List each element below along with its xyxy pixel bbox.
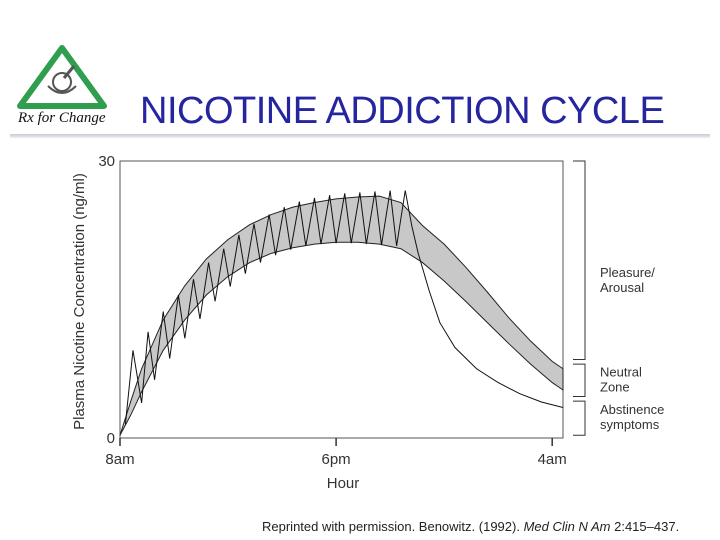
decay-line bbox=[404, 190, 564, 409]
bracket-2 bbox=[573, 400, 586, 436]
smoking-sawtooth-line bbox=[132, 190, 406, 403]
title-divider bbox=[10, 134, 710, 138]
citation-suffix: 2:415–437. bbox=[610, 519, 680, 534]
x-tick-label-6pm: 6pm bbox=[322, 451, 351, 468]
bracket-label-1: Neutral Zone bbox=[600, 364, 642, 394]
early-trace-line bbox=[124, 350, 134, 425]
logo-text: Rx for Change bbox=[18, 110, 106, 126]
x-tick-label-8am: 8am bbox=[105, 451, 134, 468]
bracket-1 bbox=[573, 363, 586, 397]
mortar-pestle-icon bbox=[52, 72, 72, 92]
y-tick-label-30: 30 bbox=[98, 153, 115, 170]
citation-journal: Med Clin N Am bbox=[523, 519, 611, 534]
x-tick-label-4am: 4am bbox=[538, 451, 567, 468]
bracket-label-2: Abstinence symptoms bbox=[600, 402, 664, 432]
bracket-0 bbox=[573, 160, 586, 361]
rx-for-change-logo bbox=[17, 45, 107, 109]
x-axis-label: Hour bbox=[327, 475, 360, 492]
y-axis-label: Plasma Nicotine Concentration (ng/ml) bbox=[71, 173, 88, 430]
y-tick-label-0: 0 bbox=[107, 430, 115, 447]
logo-triangle bbox=[17, 45, 107, 109]
plot-frame bbox=[119, 160, 564, 439]
slide-title: NICOTINE ADDICTION CYCLE bbox=[140, 90, 665, 132]
citation-prefix: Reprinted with permission. Benowitz. (19… bbox=[262, 519, 524, 534]
bracket-label-0: Pleasure/Arousal bbox=[600, 265, 655, 295]
mortar-bowl-icon bbox=[47, 85, 77, 94]
concentration-band bbox=[119, 195, 564, 436]
nicotine-chart: 8am 6pm 4am 0 30 Hour Plasma Nicotine Concentr… bbox=[71, 153, 664, 492]
citation: Reprinted with permission. Benowitz. (19… bbox=[262, 519, 679, 534]
pestle-icon bbox=[62, 65, 76, 79]
